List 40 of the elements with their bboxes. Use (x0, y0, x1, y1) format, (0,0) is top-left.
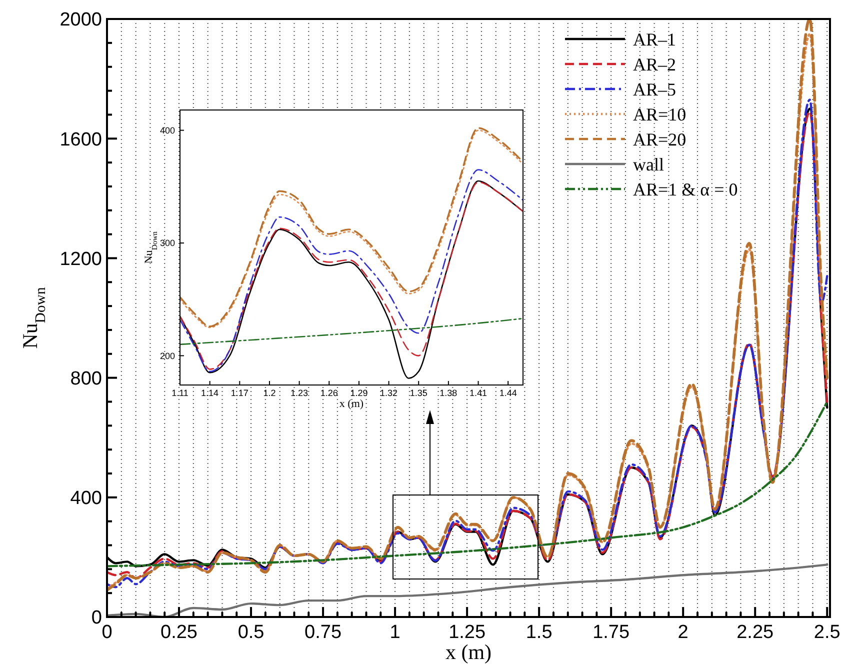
x-axis-title: x (m) (339, 398, 364, 410)
x-tick-label: 1.26 (320, 388, 338, 398)
x-tick-label: 1.2 (263, 388, 276, 398)
legend-label: AR–1 (633, 29, 676, 50)
x-tick-label: 1 (390, 622, 400, 643)
y-tick-label: 400 (160, 125, 175, 136)
x-tick-label: 1.11 (172, 388, 188, 398)
y-tick-label: 200 (160, 350, 175, 361)
x-tick-label: 1.32 (380, 388, 398, 398)
x-tick-label: 0.75 (304, 622, 342, 643)
y-tick-label: 1200 (60, 248, 102, 270)
legend-label: AR–5 (633, 79, 676, 100)
y-tick-label: 2000 (60, 10, 102, 31)
x-axis-title: x (m) (445, 640, 492, 664)
y-tick-label: 300 (160, 238, 175, 248)
legend-label: AR=10 (633, 104, 686, 124)
x-tick-label: 1.35 (410, 388, 428, 398)
x-tick-label: 1.29 (350, 388, 368, 398)
y-tick-label: 0 (91, 608, 102, 629)
x-tick-label: 1.17 (230, 388, 248, 398)
y-tick-label: 1600 (60, 129, 102, 150)
x-tick-label: 1.5 (526, 622, 552, 643)
legend-label: AR–2 (633, 54, 676, 74)
x-tick-label: 1.38 (440, 388, 458, 398)
legend-label: AR=20 (633, 129, 686, 150)
y-tick-label: 800 (70, 368, 102, 390)
x-tick-label: 0.5 (238, 622, 264, 643)
x-tick-label: 1.25 (448, 622, 486, 643)
x-tick-label: 1.44 (499, 388, 517, 398)
legend-label: AR=1 & α = 0 (633, 179, 738, 200)
x-tick-label: 1.14 (201, 388, 219, 398)
legend-label: wall (633, 154, 664, 174)
x-tick-label: 2 (678, 622, 688, 643)
x-tick-label: 1.41 (469, 388, 488, 398)
y-tick-label: 400 (70, 488, 102, 510)
x-tick-label: 1.23 (290, 388, 308, 398)
x-tick-label: 0.25 (160, 622, 198, 643)
x-tick-label: 2.5 (814, 622, 840, 643)
x-tick-label: 1.75 (592, 622, 630, 643)
x-tick-label: 2.25 (736, 622, 774, 643)
